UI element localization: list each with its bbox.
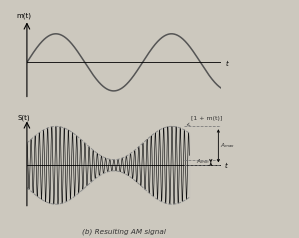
Text: $A_{max}$: $A_{max}$ [220,141,235,150]
Text: S(t): S(t) [17,114,30,121]
Text: $A_{min}$: $A_{min}$ [196,157,210,166]
Text: [1 + m(t)]: [1 + m(t)] [187,116,222,125]
Text: t: t [225,163,227,169]
Text: t: t [225,61,228,67]
Text: (b) Resulting AM signal: (b) Resulting AM signal [82,228,166,235]
Text: (a) Sinusoidal modulating wave: (a) Sinusoidal modulating wave [67,121,181,128]
Text: m(t): m(t) [16,12,31,19]
